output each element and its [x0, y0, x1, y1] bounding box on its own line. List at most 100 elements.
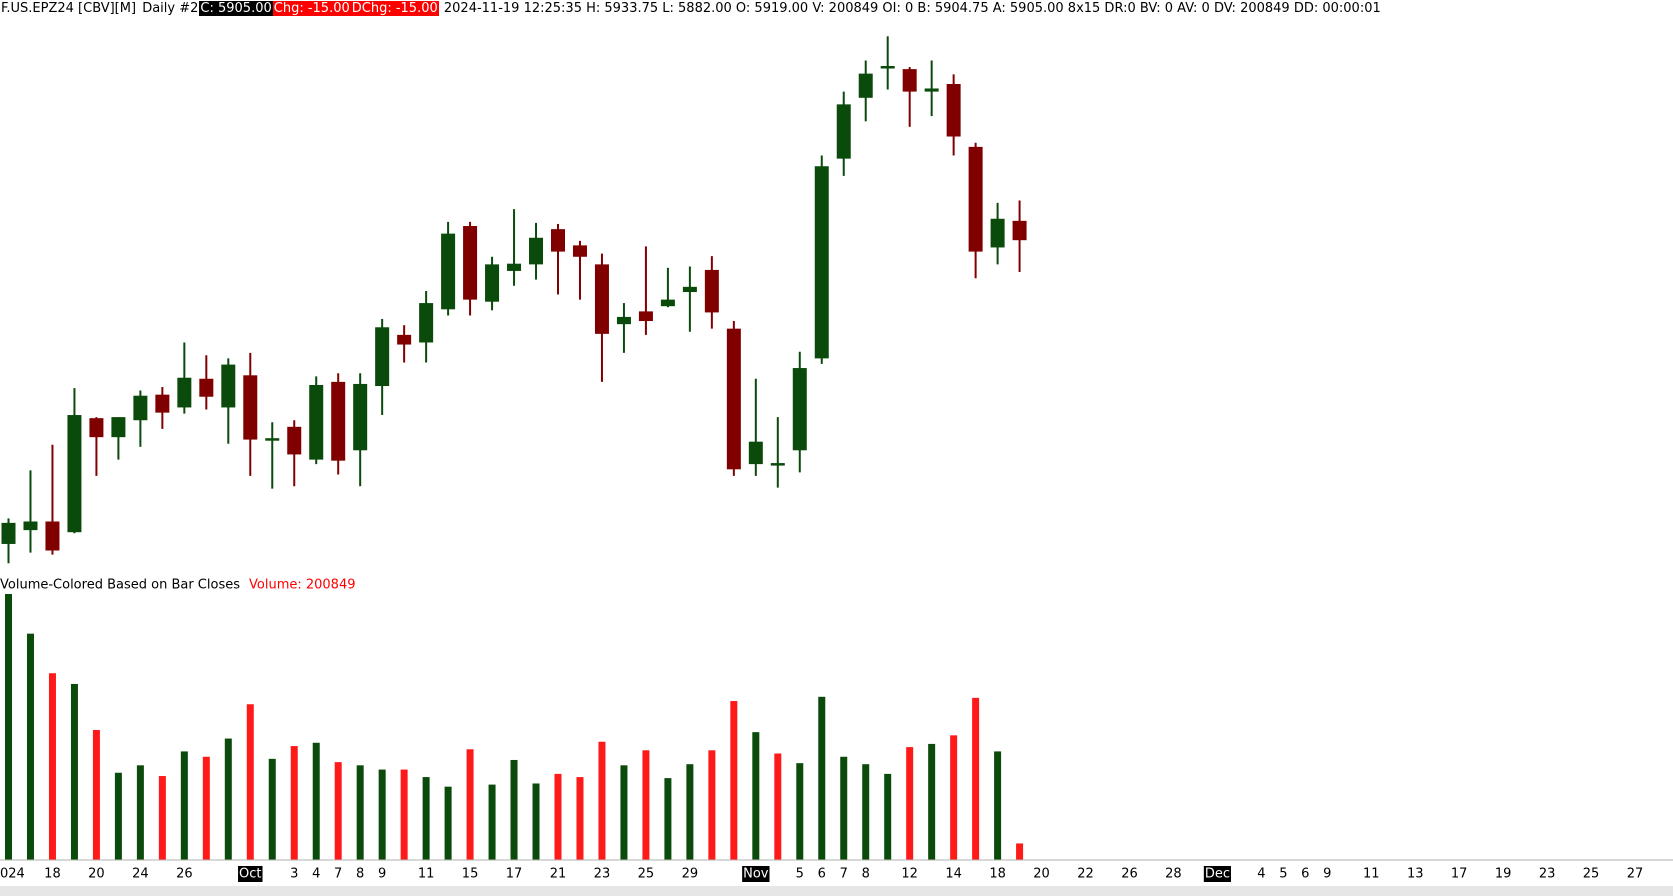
- volume-bar: [664, 778, 672, 860]
- volume-bar: [92, 729, 100, 860]
- candle-body: [529, 237, 544, 265]
- info: 2024-11-19 12:25:35 H: 5933.75 L: 5882.0…: [443, 1, 1381, 16]
- candle-body: [902, 69, 917, 92]
- candle-body: [660, 299, 675, 307]
- volume-bar: [576, 777, 584, 860]
- volume-bar: [48, 673, 56, 860]
- x-tick-label: 29: [682, 867, 699, 882]
- volume-bar: [642, 750, 650, 860]
- x-tick-label: 8: [356, 867, 364, 882]
- volume-bar: [334, 762, 342, 860]
- volume-bar: [202, 756, 210, 860]
- x-tick-label: 18: [989, 867, 1006, 882]
- volume-bar: [730, 701, 738, 860]
- candle-body: [551, 229, 565, 252]
- change-box: Chg: -15.00: [272, 1, 351, 16]
- candle-body: [133, 395, 148, 421]
- candle-body: [441, 233, 456, 310]
- candle-body: [485, 264, 500, 302]
- x-tick-label: Nov: [743, 867, 769, 882]
- candle-body: [111, 417, 126, 438]
- volume-bar: [708, 750, 716, 860]
- volume-title: Volume-Colored Based on Bar Closes: [0, 578, 240, 593]
- candle-body: [353, 383, 368, 451]
- x-tick-label: 024: [0, 867, 25, 882]
- candle-body: [770, 463, 785, 466]
- x-tick-label: 17: [506, 867, 523, 882]
- x-tick-label: Oct: [239, 867, 261, 882]
- volume-bar: [378, 769, 386, 860]
- x-tick-highlight: [238, 866, 263, 882]
- volume-bar: [840, 756, 848, 860]
- candle-body: [682, 286, 697, 293]
- candle-body: [968, 146, 983, 252]
- candle-body: [199, 378, 214, 397]
- volume-bar: [1016, 843, 1024, 860]
- candle-body: [1, 522, 16, 544]
- x-tick-label: 11: [418, 867, 435, 882]
- x-tick-label: 9: [378, 867, 386, 882]
- volume-bar: [180, 751, 188, 860]
- x-tick-label: 22: [1077, 867, 1094, 882]
- candle-body: [419, 303, 434, 343]
- volume-bar: [158, 776, 166, 860]
- x-tick-label: 20: [88, 867, 105, 882]
- candle-body: [375, 327, 390, 387]
- candle-body: [89, 418, 104, 438]
- header: F.US.EPZ24 [CBV][M] Daily #2 C: 5905.00 Ch…: [0, 0, 1382, 18]
- volume-bar: [246, 704, 254, 860]
- x-tick-label: 14: [945, 867, 962, 882]
- candle-body: [155, 394, 170, 413]
- volume-bar: [774, 753, 782, 860]
- volume-bar: [906, 747, 914, 860]
- volume-bar: [224, 738, 232, 860]
- x-tick-label: 23: [594, 867, 611, 882]
- x-tick-label: 28: [1165, 867, 1182, 882]
- x-tick-label: 3: [290, 867, 298, 882]
- candle-body: [287, 426, 302, 455]
- bottom-strip: [0, 886, 1673, 896]
- volume-bar: [994, 751, 1002, 860]
- candle-body: [858, 73, 873, 98]
- volume-bar: [928, 743, 936, 860]
- volume-bar: [554, 773, 562, 860]
- volume-bar: [884, 773, 892, 860]
- volume-bar: [5, 594, 12, 860]
- x-tick-label: 21: [550, 867, 567, 882]
- x-tick-label: 26: [1121, 867, 1138, 882]
- volume-bar: [268, 758, 276, 860]
- x-tick-label: 8: [862, 867, 870, 882]
- x-tick-label: 25: [1583, 867, 1600, 882]
- x-tick-label: 27: [1627, 867, 1644, 882]
- candle-body: [704, 269, 719, 313]
- candle-body: [616, 316, 631, 325]
- volume-bar: [466, 749, 474, 860]
- volume-bar: [620, 765, 628, 860]
- volume-bar: [422, 777, 430, 860]
- candle-body: [265, 438, 280, 441]
- x-tick-label: 23: [1539, 867, 1556, 882]
- dchange-box: DChg: -15.00: [350, 1, 439, 16]
- x-tick-label: 20: [1033, 867, 1050, 882]
- candle-body: [990, 218, 1005, 248]
- candle-body: [221, 364, 236, 408]
- volume-bar: [356, 765, 364, 860]
- symbol: F.US.EPZ24 [CBV][M]: [1, 1, 137, 16]
- x-tick-label: 9: [1323, 867, 1331, 882]
- candle-body: [836, 104, 851, 159]
- x-tick-highlight: [1203, 866, 1231, 882]
- volume-bar: [510, 759, 518, 860]
- candle-body: [594, 264, 609, 334]
- candle-body: [880, 66, 895, 69]
- volume-bar: [796, 763, 804, 860]
- candle-body: [792, 368, 807, 451]
- candle-body: [814, 166, 829, 359]
- x-tick-label: 7: [840, 867, 848, 882]
- volume-bar: [598, 741, 606, 860]
- x-tick-label: 26: [176, 867, 193, 882]
- volume-bar: [114, 772, 122, 860]
- x-tick-label: 17: [1451, 867, 1468, 882]
- x-tick-highlight: [742, 866, 770, 882]
- x-tick-label: 15: [462, 867, 479, 882]
